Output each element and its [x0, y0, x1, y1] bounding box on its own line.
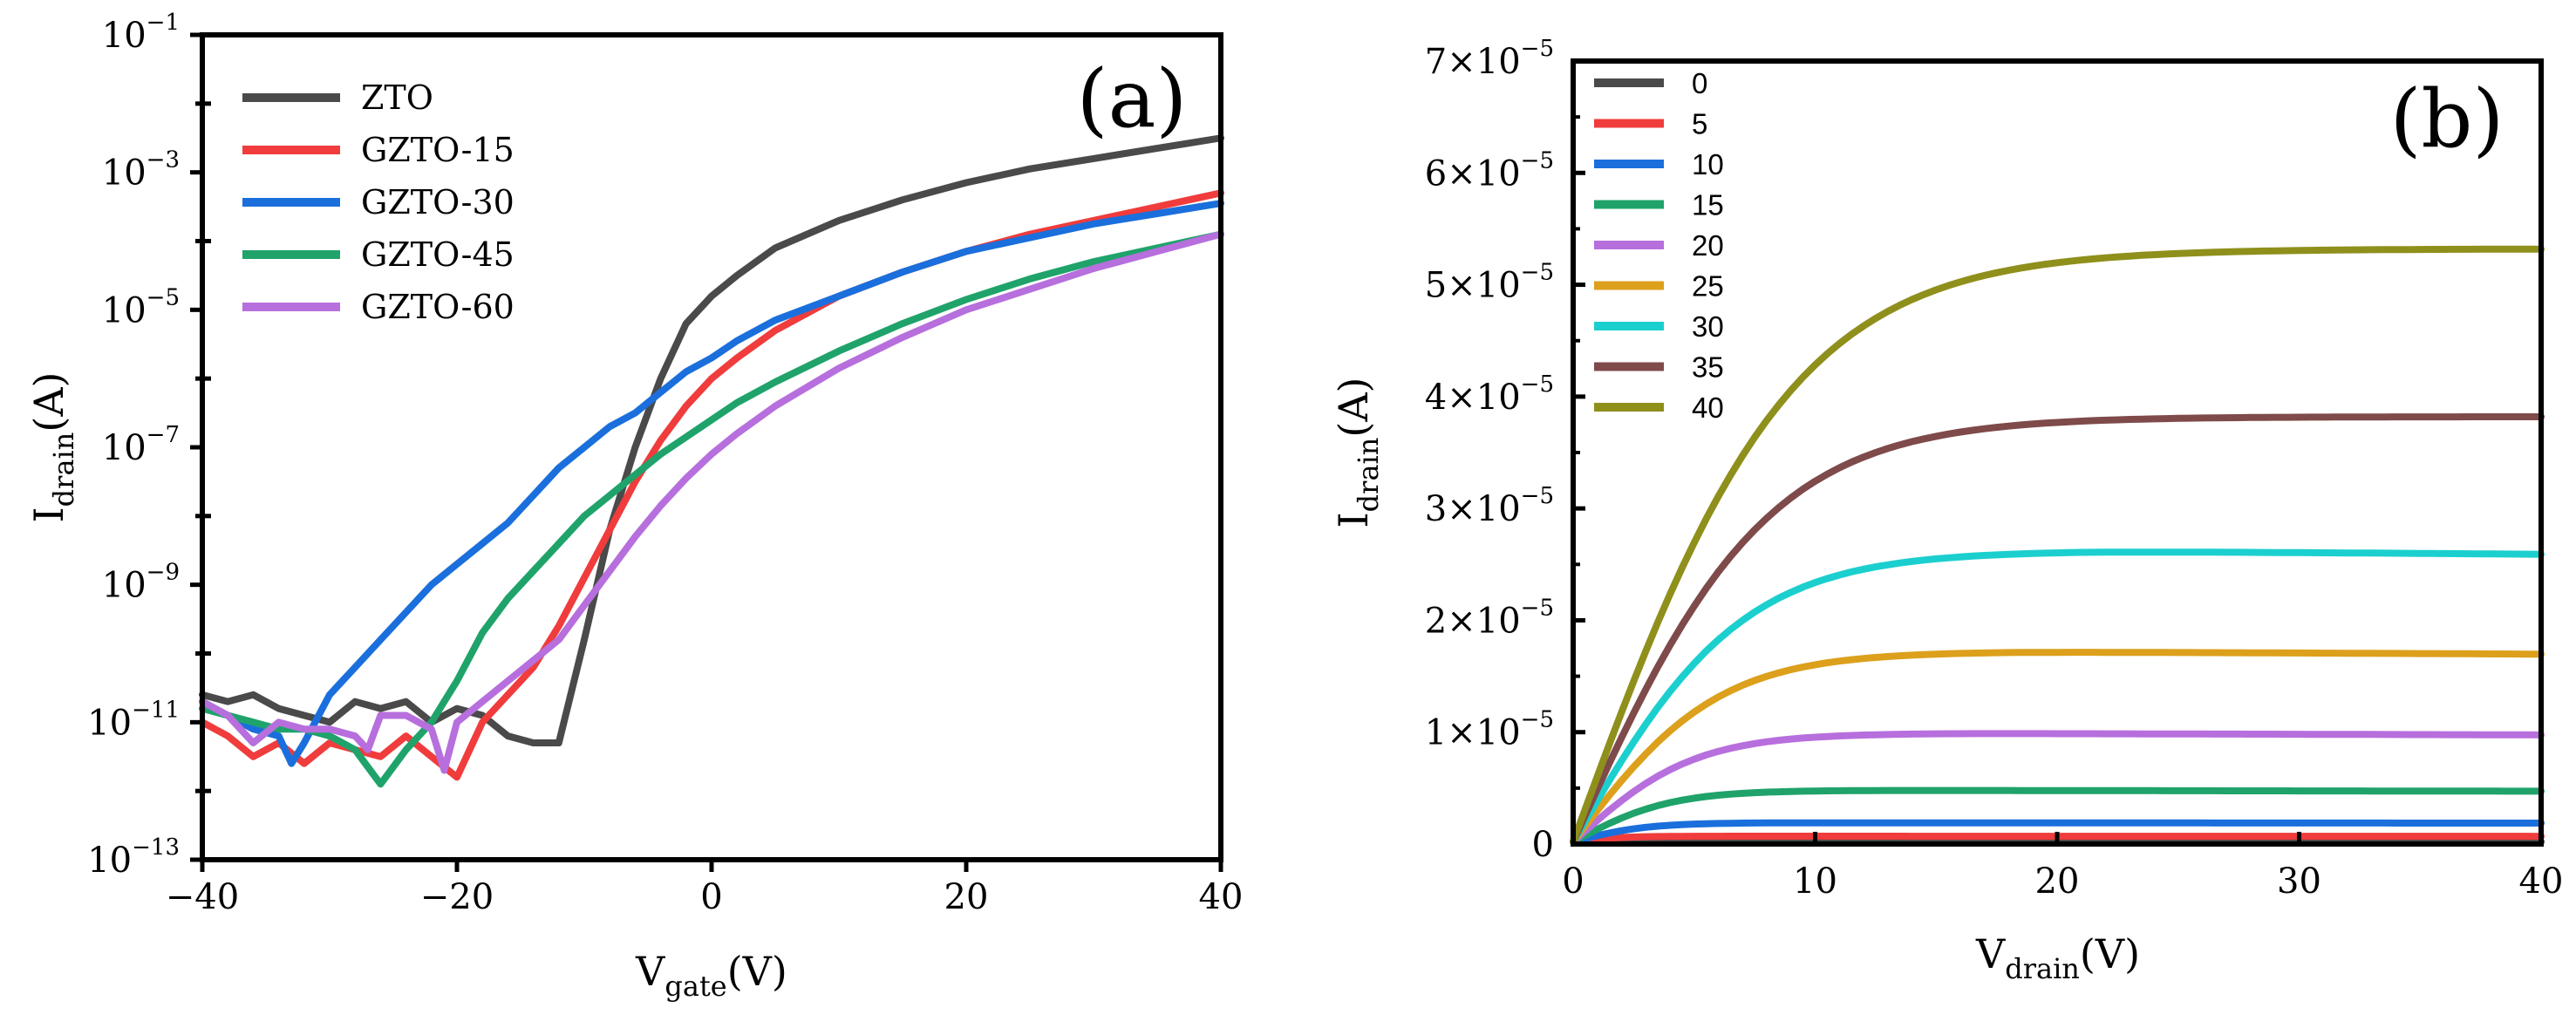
panel-a-legend-label: ZTO [361, 78, 433, 117]
panel-b-ticks: 0 10 20 30 40 0 1×10−5 2×10−5 3×10−5 4×10−5 5×10−5… [1425, 36, 2564, 902]
panel-a-series-line-gzto-15 [199, 189, 1224, 781]
panel-a-series-line-zto [199, 134, 1224, 746]
panel-b-y-tick-label: 6×10−5 [1425, 147, 1554, 194]
panel-b-y-tick-label: 4×10−5 [1425, 371, 1554, 418]
panel-a-x-tick-label: 20 [944, 877, 989, 917]
panel-b-legend-label: 5 [1692, 108, 1707, 140]
panel-b-x-axis-label: Vdrain(V) [1975, 930, 2140, 985]
panel-b-series-line-vg-10 [1570, 819, 2545, 846]
panel-a: −40 −20 0 20 40 10−13 10−11 10−9 10−7 10−5 10−3 10−… [25, 10, 1243, 1003]
panel-b-legend-label: 40 [1692, 391, 1724, 424]
panel-a-y-tick-label: 10−9 [102, 560, 180, 606]
panel-b-x-tick-label: 20 [2035, 861, 2080, 902]
panel-b-y-tick-label: 2×10−5 [1425, 595, 1554, 641]
panel-b-legend-label: 25 [1692, 270, 1724, 303]
panel-b-y-tick-label: 1×10−5 [1425, 707, 1554, 753]
panel-a-series-line-gzto-60 [199, 230, 1224, 774]
panel-b-series-line-vg-20 [1570, 730, 2545, 846]
panel-a-legend-label: GZTO-30 [361, 183, 515, 221]
panel-b-series-line-vg-35 [1570, 413, 2545, 846]
panel-b-series-line-vg-25 [1570, 649, 2545, 846]
panel-a-y-tick-label: 10−5 [102, 284, 180, 330]
panel-a-series-line-gzto-45 [199, 230, 1224, 788]
panel-a-y-tick-label: 10−7 [102, 422, 180, 468]
panel-a-x-tick-label: 0 [700, 877, 722, 917]
panel-b-x-tick-label: 40 [2519, 861, 2564, 902]
panel-a-series-group [199, 134, 1224, 788]
panel-a-y-tick-label: 10−1 [102, 10, 180, 56]
panel-b-series-line-vg-30 [1570, 548, 2545, 846]
panel-a-legend-label: GZTO-15 [361, 131, 515, 169]
panel-b-y-tick-label: 7×10−5 [1425, 36, 1554, 82]
panel-a-x-axis-label: Vgate(V) [635, 948, 787, 1003]
panel-a-ticks: −40 −20 0 20 40 10−13 10−11 10−9 10−7 10−5 10−3 10−… [87, 10, 1243, 917]
panel-b-series-line-vg-15 [1570, 786, 2545, 846]
panel-b-tag: (b) [2390, 72, 2504, 166]
panel-a-x-tick-label: 40 [1199, 877, 1244, 917]
panel-a-y-tick-label: 10−11 [87, 697, 180, 743]
panel-b-series-line-vg-40 [1570, 245, 2545, 846]
panel-b-y-tick-label: 5×10−5 [1425, 260, 1554, 306]
panel-b-y-tick-label: 3×10−5 [1425, 483, 1554, 529]
panel-b-y-tick-label: 0 [1532, 825, 1554, 865]
panel-b-legend-label: 20 [1692, 229, 1724, 262]
panel-b-x-tick-label: 0 [1562, 861, 1584, 902]
panel-a-x-tick-label: −40 [166, 877, 239, 917]
panel-a-tag: (a) [1077, 52, 1188, 146]
panel-a-legend-label: GZTO-60 [361, 288, 515, 326]
panel-b-legend-label: 0 [1692, 67, 1707, 99]
panel-b-legend-label: 15 [1692, 189, 1724, 221]
panel-a-y-axis-label: Idrain(A) [25, 372, 80, 523]
panel-a-y-tick-label: 10−13 [87, 834, 180, 881]
panel-b-legend: 0 5 10 15 20 25 30 35 40 [1594, 67, 1724, 424]
panel-b-series-group [1570, 245, 2545, 846]
panel-b: 0 10 20 30 40 0 1×10−5 2×10−5 3×10−5 4×10−5 5×10−5… [1330, 36, 2563, 985]
panel-b-y-axis-label: Idrain(A) [1330, 378, 1385, 528]
panel-b-x-tick-label: 10 [1793, 861, 1837, 902]
panel-a-series-line-gzto-30 [199, 200, 1224, 767]
panel-b-legend-label: 35 [1692, 351, 1724, 384]
panel-a-y-tick-label: 10−3 [102, 147, 180, 194]
panel-b-legend-label: 10 [1692, 148, 1724, 180]
panel-a-legend: ZTO GZTO-15 GZTO-30 GZTO-45 GZTO-60 [242, 78, 515, 326]
panel-b-legend-label: 30 [1692, 310, 1724, 343]
panel-a-legend-label: GZTO-45 [361, 235, 515, 274]
panel-a-x-tick-label: −20 [420, 877, 494, 917]
panel-b-x-tick-label: 30 [2277, 861, 2321, 902]
